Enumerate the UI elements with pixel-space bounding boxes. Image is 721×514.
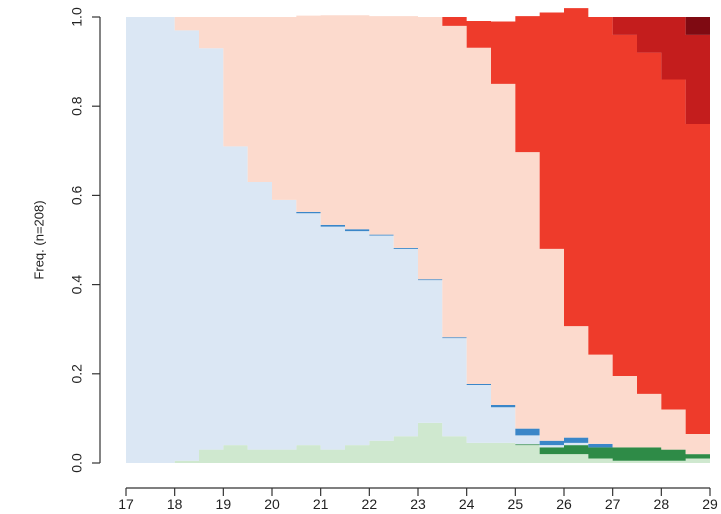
- x-tick-label: 29: [702, 496, 718, 512]
- area-layer-6: [126, 8, 710, 435]
- x-tick-label: 23: [410, 496, 426, 512]
- area-layer-2: [126, 422, 710, 463]
- area-layer-7: [126, 8, 710, 147]
- x-tick-label: 17: [118, 496, 134, 512]
- x-tick-label: 19: [216, 496, 232, 512]
- x-tick-label: 18: [167, 496, 183, 512]
- y-axis-label: Freq. (n=208): [31, 200, 46, 279]
- area-layer-3: [126, 17, 710, 463]
- x-tick-label: 25: [508, 496, 524, 512]
- area-layer-5: [126, 15, 710, 455]
- x-tick-label: 21: [313, 496, 329, 512]
- x-tick-label: 28: [654, 496, 670, 512]
- x-tick-label: 24: [459, 496, 475, 512]
- x-axis: 17 18 19 20 21 22 23 24 25 26 27 28 29: [118, 487, 718, 512]
- y-axis: 0.0 0.2 0.4 0.6 0.8 1.0: [69, 7, 101, 473]
- y-tick-label: 0.6: [69, 185, 85, 205]
- area-layer-1: [126, 422, 710, 463]
- x-tick-label: 26: [556, 496, 572, 512]
- x-tick-label: 22: [362, 496, 378, 512]
- y-tick-label: 0.4: [69, 275, 85, 295]
- y-tick-label: 0.2: [69, 364, 85, 384]
- y-tick-label: 0.8: [69, 96, 85, 116]
- y-tick-label: 1.0: [69, 7, 85, 27]
- y-tick-label: 0.0: [69, 453, 85, 473]
- x-tick-label: 27: [605, 496, 621, 512]
- x-tick-label: 20: [264, 496, 280, 512]
- plot-area-series-group: [126, 8, 710, 463]
